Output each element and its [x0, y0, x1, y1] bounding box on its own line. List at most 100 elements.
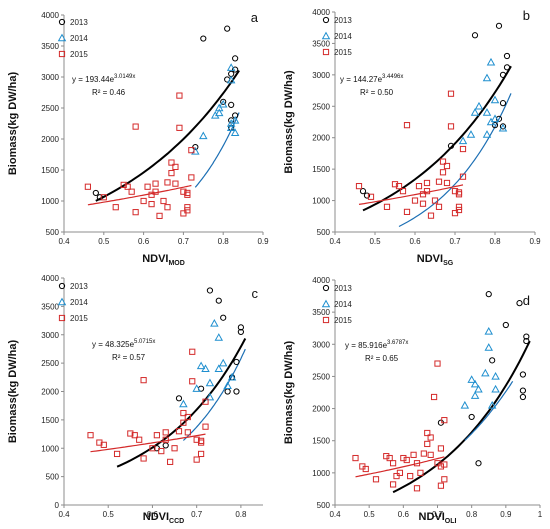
panel-b-fit-curve-2014 [398, 93, 512, 228]
panel-b-point-2015 [427, 212, 435, 219]
panel-b-point-2015 [447, 123, 455, 130]
panel-d-fit-curve-2014 [464, 380, 514, 441]
panel-d-point-2015 [386, 454, 393, 462]
panel-b-point-2015 [435, 178, 443, 185]
panel-b-point-2015 [367, 193, 375, 200]
panel-a-x-tick-label: 0.5 [98, 237, 110, 246]
panel-a-point-2015 [144, 183, 151, 190]
panel-a-point-2015 [180, 210, 187, 217]
panel-c-point-2015 [162, 429, 169, 436]
panel-d-point-2015 [434, 460, 441, 467]
panel-a-point-2015 [164, 204, 171, 211]
panel-a-point-2015 [124, 183, 131, 190]
panel-b-point-2014 [482, 108, 492, 116]
panel-c-point-2015 [189, 348, 196, 355]
panel-b-point-2014 [490, 95, 500, 104]
panel-a-y-tick-label: 3000 [41, 73, 59, 82]
panel-a-point-2013 [224, 25, 231, 32]
panel-c-point-2015 [175, 428, 183, 435]
panel-d-point-2013 [519, 371, 527, 378]
panel-d-fit-curve-2015 [355, 456, 445, 478]
panel-c-legend-label: 2014 [70, 298, 88, 307]
panel-a-point-2015 [152, 180, 159, 187]
panel-b-point-2015 [443, 162, 451, 170]
panel-b-y-tick-label: 3500 [312, 39, 330, 48]
panel-b-point-2013 [503, 64, 511, 71]
panel-c-x-tick-label: 0.6 [147, 510, 159, 519]
panel-b-point-2015 [455, 203, 463, 210]
panel-b-point-2013 [359, 188, 367, 195]
panel-c-point-2015 [162, 436, 169, 443]
panel-c-point-2015 [140, 377, 147, 384]
panel-a-point-2015 [172, 180, 179, 187]
panel-d-point-2013 [516, 300, 523, 307]
panel-a-point-2015 [132, 123, 139, 130]
panel-b-fit-curve-2015 [358, 184, 464, 205]
panel-d-point-2015 [420, 450, 427, 457]
panel-c-point-2013 [233, 358, 240, 366]
panel-a-fit-curve-2014 [194, 112, 240, 188]
panel-d-legend-marker [321, 299, 331, 308]
panel-a-r-squared: R² = 0.46 [92, 88, 126, 97]
panel-d-point-2014 [484, 343, 493, 351]
panel-c-legend-label: 2013 [70, 282, 88, 291]
panel-d-point-2015 [424, 429, 431, 437]
panel-d-legend-label: 2014 [334, 300, 352, 309]
panel-d-point-2015 [417, 469, 424, 476]
panel-b-point-2015 [455, 189, 463, 196]
panel-a-point-2013 [192, 143, 199, 151]
panel-c-point-2014 [210, 318, 219, 327]
panel-d-point-2015 [427, 451, 434, 458]
panel-a-point-2014 [226, 63, 236, 71]
panel-a-x-tick-label: 0.9 [257, 237, 269, 246]
panel-b-point-2015 [439, 169, 447, 176]
panel-c-point-2015 [113, 450, 121, 458]
panel-c-legend-label: 2015 [70, 314, 88, 323]
panel-b-point-2013 [503, 52, 511, 60]
panel-a-point-2015 [164, 179, 171, 186]
panel-c-y-tick-label: 3000 [41, 331, 59, 340]
panel-b-y-axis-label: Biomass(kg DW/ha) [283, 70, 295, 174]
panel-a-equation: y = 193.44e3.0149x [72, 74, 135, 84]
panel-a-y-tick-label: 3500 [41, 42, 59, 51]
panel-b-point-2013 [471, 32, 479, 39]
panel-b-y-tick-label: 2000 [312, 134, 330, 143]
panel-d-y-tick-label: 500 [317, 501, 331, 510]
panel-d-point-2015 [437, 445, 445, 452]
panel-c-point-2013 [162, 442, 169, 449]
panel-c-r-squared: R² = 0.57 [112, 353, 146, 362]
panel-c-point-2015 [193, 456, 200, 463]
panel-d-y-tick-label: 4000 [312, 276, 330, 285]
panel-b-point-2014 [482, 73, 492, 82]
panel-b-point-2015 [355, 183, 363, 190]
panel-c-point-2014 [192, 384, 201, 392]
panel-b-point-2015 [419, 191, 427, 198]
panel-a-point-2015 [128, 188, 135, 195]
panel-a-point-2015 [168, 159, 175, 166]
panel-a-point-2014 [210, 111, 220, 119]
panel-a-point-2015 [188, 147, 195, 154]
panel-b-legend-marker [321, 31, 331, 40]
panel-a-x-tick-label: 0.4 [58, 237, 70, 246]
panel-b-legend-marker [322, 16, 330, 24]
panel-a-point-2013 [200, 35, 207, 42]
panel-d-point-2013 [523, 337, 530, 345]
panel-b-x-axis-label: NDVISG [417, 253, 454, 267]
panel-c-point-2015 [180, 409, 187, 417]
panel-a-point-2015 [176, 124, 183, 131]
panel-b-x-tick-label: 0.5 [369, 237, 381, 246]
panel-a-legend-marker [58, 18, 66, 26]
panel-b-point-2013 [499, 71, 507, 78]
panel-d-point-2014 [491, 384, 500, 393]
panel-c-point-2015 [158, 447, 165, 455]
panel-a-point-2015 [184, 207, 191, 214]
panel-a-point-2015 [168, 170, 175, 177]
panel-b-point-2014 [498, 123, 508, 132]
panel-d-point-2015 [362, 465, 369, 473]
panel-d-point-2013 [519, 393, 527, 401]
panel-b-point-2015 [403, 208, 411, 215]
panel-b-point-2013 [447, 142, 455, 149]
panel-c-point-2014 [223, 381, 232, 390]
panel-c-point-2015 [197, 450, 205, 458]
panel-c-point-2015 [131, 432, 138, 439]
